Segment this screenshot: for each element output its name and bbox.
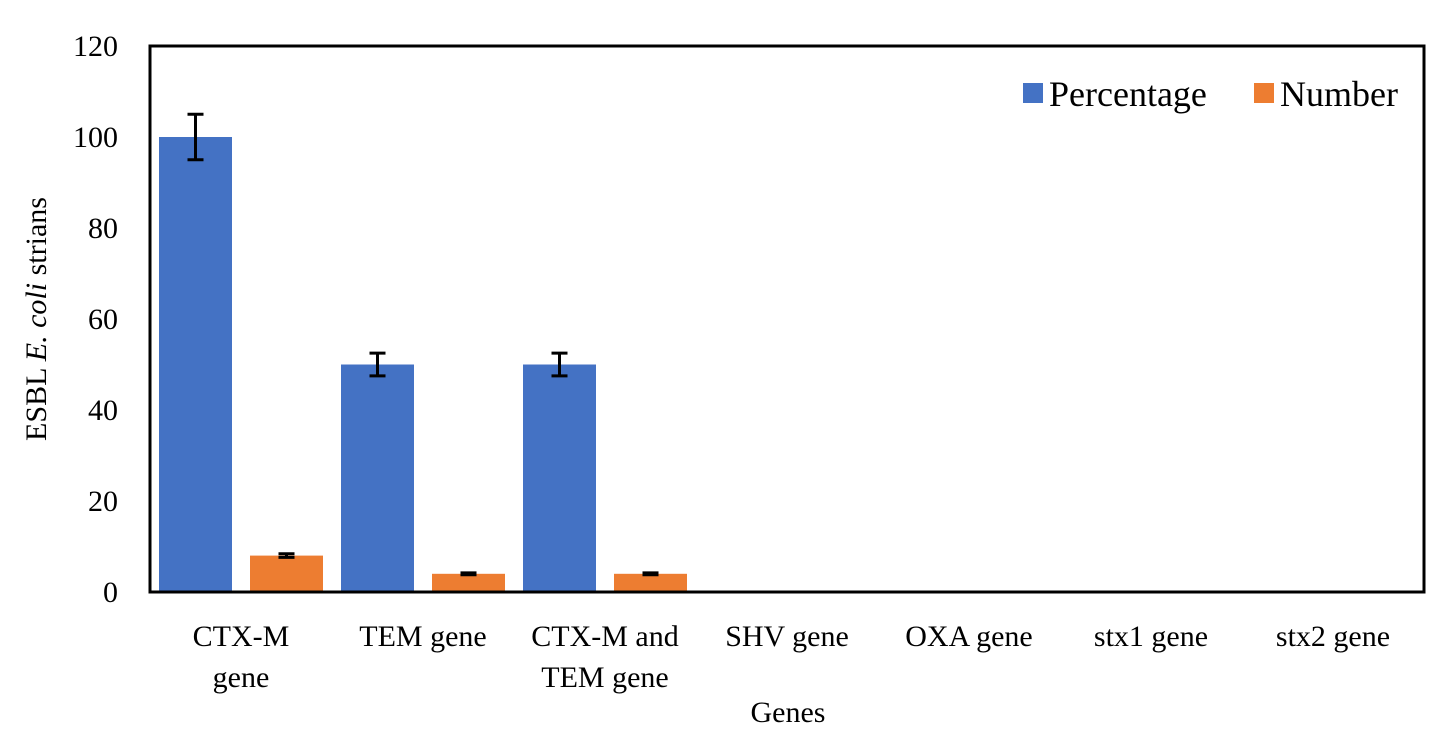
y-axis-title-part-2: E. coli [20, 283, 53, 362]
y-tick-label: 120 [73, 30, 118, 63]
y-tick-label: 60 [88, 303, 118, 336]
y-axis-title: ESBL E. coli strians [20, 197, 53, 441]
error-bar-percentage [551, 351, 568, 378]
plot-area-frame [148, 44, 1426, 594]
x-tick-label: OXA gene [905, 620, 1032, 653]
x-tick-label: stx2 gene [1276, 620, 1390, 653]
y-tick-label: 80 [88, 212, 118, 245]
bars [159, 137, 687, 592]
y-axis-title-part-3: strians [20, 197, 53, 283]
y-tick-label: 40 [88, 394, 118, 427]
bar-percentage [341, 364, 414, 592]
y-tick-label: 0 [103, 576, 118, 609]
bar-percentage [159, 137, 232, 592]
x-axis-title: Genes [751, 696, 826, 729]
error-bar-number [460, 571, 477, 577]
bar-number [614, 573, 687, 592]
error-bar-percentage [369, 351, 386, 378]
y-tick-label: 20 [88, 485, 118, 518]
legend-label-number: Number [1280, 74, 1398, 114]
legend-swatch-number [1254, 83, 1274, 103]
error-bar-percentage [187, 112, 204, 162]
error-bar-number [278, 552, 295, 559]
x-tick-label: TEM gene [359, 620, 486, 653]
x-tick-label: stx1 gene [1094, 620, 1208, 653]
legend-swatch-percentage [1023, 83, 1043, 103]
legend-label-percentage: Percentage [1049, 74, 1207, 114]
y-tick-label: 100 [73, 121, 118, 154]
bar-percentage [523, 364, 596, 592]
x-tick-label: CTX-M and [531, 620, 678, 653]
x-tick-label: SHV gene [725, 620, 849, 653]
legend: Percentage Number [1023, 74, 1398, 114]
x-tick-label: gene [213, 661, 270, 694]
y-axis-ticks: 0 20 40 60 80 100 120 [73, 30, 118, 609]
y-axis-title-part-1: ESBL [20, 361, 53, 441]
x-tick-label: TEM gene [541, 661, 668, 694]
x-axis-labels: CTX-M gene TEM gene CTX-M and TEM gene SHV ge… [193, 620, 1390, 694]
x-tick-label: CTX-M [193, 620, 290, 653]
error-bar-number [642, 571, 659, 577]
bar-number [250, 555, 323, 592]
bar-number [432, 573, 505, 592]
